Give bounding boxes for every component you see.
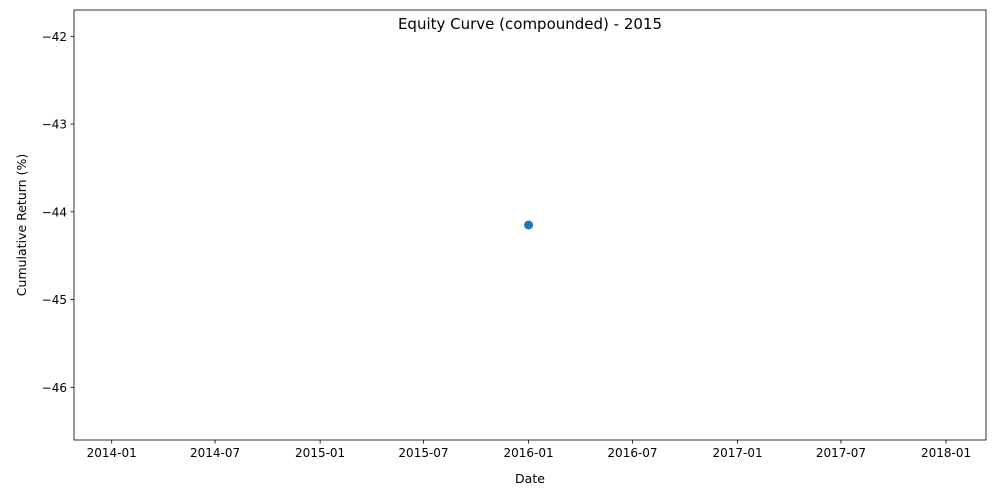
x-axis: 2014-01 2014-07 2015-01 2015-07 2016-01 2016-… [87,440,971,460]
x-tick-label: 2016-07 [607,446,657,460]
x-tick-label: 2015-01 [295,446,345,460]
x-tick-label: 2017-07 [816,446,866,460]
x-tick-label: 2017-01 [713,446,763,460]
y-tick-label: −45 [42,293,67,307]
x-tick-label: 2018-01 [921,446,971,460]
y-tick-label: −42 [42,30,67,44]
x-tick-label: 2016-01 [504,446,554,460]
chart-title: Equity Curve (compounded) - 2015 [398,15,662,33]
y-axis-label: Cumulative Return (%) [14,154,29,296]
data-points [524,220,534,230]
x-tick-label: 2015-07 [398,446,448,460]
y-tick-label: −44 [42,205,67,219]
y-tick-label: −43 [42,118,67,132]
y-tick-label: −46 [42,381,67,395]
x-tick-label: 2014-07 [190,446,240,460]
data-point [524,220,534,230]
x-axis-label: Date [515,471,545,486]
x-tick-label: 2014-01 [87,446,137,460]
y-axis: −42 −43 −44 −45 −46 [42,30,74,395]
